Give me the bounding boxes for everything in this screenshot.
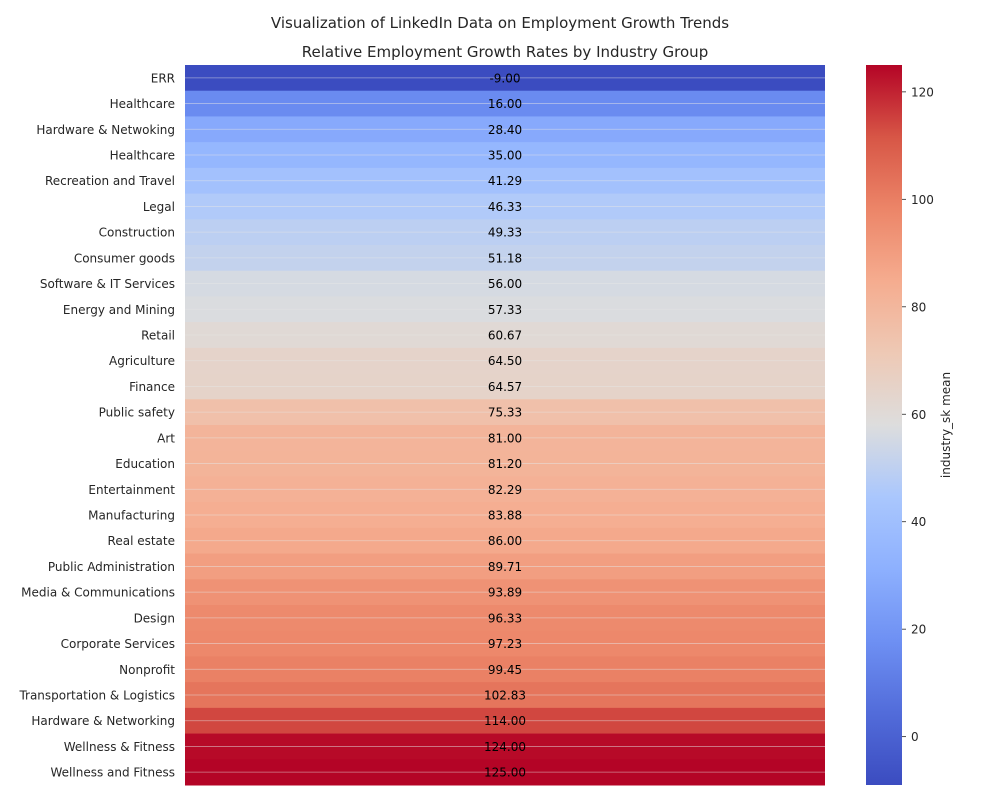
y-tick-label: Transportation & Logistics [18, 689, 175, 703]
colorbar-tick-label: 120 [911, 85, 934, 99]
y-tick-label: Software & IT Services [40, 277, 175, 291]
y-tick-label: Healthcare [110, 97, 175, 111]
colorbar-label: industry_sk mean [939, 372, 953, 478]
cell-value-label: 56.00 [488, 277, 522, 291]
y-tick-labels: ERR Healthcare Hardware & Netwoking Healthc… [18, 71, 175, 779]
cell-value-label: 64.50 [488, 354, 522, 368]
y-tick-label: Design [134, 611, 175, 625]
cell-value-label: 46.33 [488, 200, 522, 214]
y-tick-label: Public Administration [48, 560, 175, 574]
chart-title: Relative Employment Growth Rates by Indu… [302, 43, 708, 61]
y-tick-label: Healthcare [110, 149, 175, 163]
colorbar-tick-label: 80 [911, 300, 926, 314]
cell-value-label: 97.23 [488, 637, 522, 651]
colorbar-tick-label: 0 [911, 730, 919, 744]
y-tick-label: Retail [141, 329, 175, 343]
y-tick-label: Corporate Services [61, 637, 175, 651]
cell-value-label: 124.00 [484, 740, 526, 754]
heatmap-gridlines [185, 77, 825, 773]
colorbar-tick-label: 40 [911, 515, 926, 529]
cell-value-label: 89.71 [488, 560, 522, 574]
cell-value-label: 16.00 [488, 97, 522, 111]
cell-value-label: 82.29 [488, 483, 522, 497]
y-tick-label: Art [157, 431, 175, 445]
cell-value-label: 96.33 [488, 611, 522, 625]
cell-value-label: 60.67 [488, 329, 522, 343]
y-tick-label: Real estate [108, 534, 175, 548]
colorbar-gradient [866, 65, 902, 785]
colorbar-tick-label: 100 [911, 193, 934, 207]
cell-value-label: 125.00 [484, 766, 526, 780]
y-tick-label: Hardware & Netwoking [36, 123, 175, 137]
colorbar-tick-label: 20 [911, 623, 926, 637]
colorbar-tick-label: 60 [911, 408, 926, 422]
cell-value-labels: -9.00 16.00 28.40 35.00 41.29 46.33 49.33 51.18… [484, 71, 526, 779]
figure-suptitle: Visualization of LinkedIn Data on Employ… [271, 14, 729, 32]
y-tick-label: Hardware & Networking [31, 714, 175, 728]
y-tick-label: Education [115, 457, 175, 471]
y-tick-label: Wellness and Fitness [51, 766, 175, 780]
y-tick-label: Manufacturing [88, 509, 175, 523]
cell-value-label: 75.33 [488, 406, 522, 420]
cell-value-label: 41.29 [488, 174, 522, 188]
y-tick-label: Public safety [99, 406, 175, 420]
cell-value-label: 64.57 [488, 380, 522, 394]
y-tick-label: ERR [151, 71, 175, 85]
y-tick-label: Media & Communications [21, 586, 175, 600]
cell-value-label: 114.00 [484, 714, 526, 728]
cell-value-label: -9.00 [489, 71, 520, 85]
y-tick-label: Recreation and Travel [45, 174, 175, 188]
colorbar: 0 20 40 60 80 100 120 [866, 65, 934, 785]
cell-value-label: 57.33 [488, 303, 522, 317]
cell-value-label: 83.88 [488, 509, 522, 523]
cell-value-label: 28.40 [488, 123, 522, 137]
y-tick-label: Wellness & Fitness [64, 740, 175, 754]
cell-value-label: 81.20 [488, 457, 522, 471]
cell-value-label: 93.89 [488, 586, 522, 600]
y-tick-label: Nonprofit [119, 663, 175, 677]
cell-value-label: 102.83 [484, 689, 526, 703]
cell-value-label: 99.45 [488, 663, 522, 677]
y-tick-label: Entertainment [88, 483, 175, 497]
cell-value-label: 49.33 [488, 226, 522, 240]
y-tick-label: Agriculture [109, 354, 175, 368]
y-tick-label: Energy and Mining [63, 303, 175, 317]
y-tick-label: Consumer goods [74, 251, 175, 265]
heatmap-cells [185, 65, 825, 786]
cell-value-label: 81.00 [488, 431, 522, 445]
y-tick-label: Legal [143, 200, 175, 214]
cell-value-label: 51.18 [488, 251, 522, 265]
y-tick-label: Finance [129, 380, 175, 394]
y-tick-label: Construction [99, 226, 175, 240]
cell-value-label: 86.00 [488, 534, 522, 548]
cell-value-label: 35.00 [488, 149, 522, 163]
